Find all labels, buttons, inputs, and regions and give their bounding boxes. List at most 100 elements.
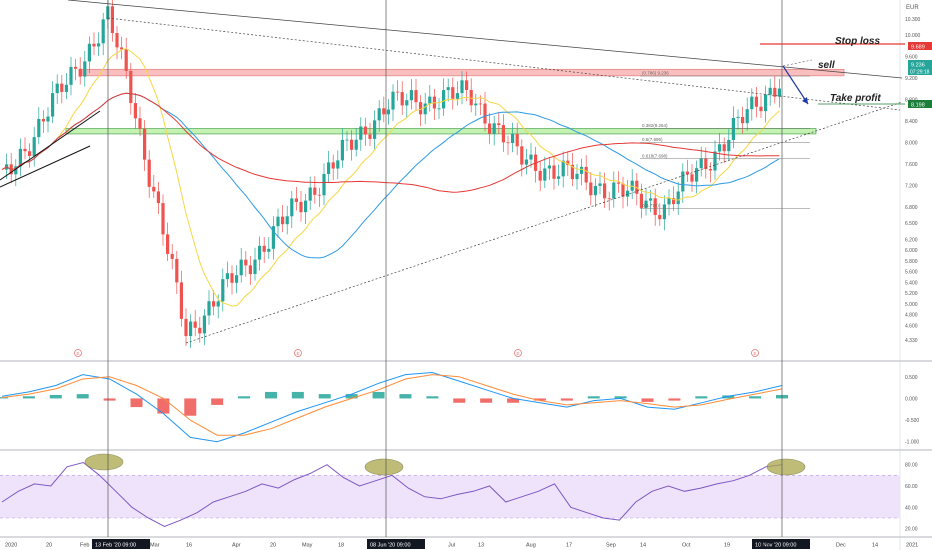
- candle-body: [750, 96, 754, 110]
- candle-body: [515, 133, 519, 147]
- candle-body: [382, 108, 386, 115]
- candle-body: [446, 87, 450, 91]
- time-tick-label: May: [302, 543, 313, 549]
- time-tick-label: Jul: [448, 543, 455, 549]
- candle-body: [474, 103, 478, 106]
- candle-body: [570, 164, 574, 180]
- time-tick-label: 16: [186, 543, 192, 549]
- macd-histogram-bar: [560, 398, 573, 401]
- candle-body: [345, 139, 349, 141]
- price-tick-label: 4.800: [905, 313, 918, 319]
- time-tick-label: 19: [724, 543, 730, 549]
- candle-body: [304, 200, 308, 213]
- candle-body: [699, 158, 703, 169]
- macd-pane[interactable]: [0, 371, 788, 443]
- candle-body: [363, 126, 367, 135]
- macd-histogram-bar: [507, 398, 520, 403]
- candle-body: [359, 126, 363, 140]
- candle-body: [428, 96, 432, 104]
- current-price-tag: [908, 60, 932, 68]
- price-axis[interactable]: EUR 10.30010.0009.6009.2008.8008.4008.00…: [905, 5, 921, 533]
- overbought-highlight: [766, 458, 806, 476]
- candle-body: [653, 198, 657, 215]
- time-tick-label: 2021: [906, 543, 918, 549]
- candle-body: [584, 166, 588, 183]
- candle-body: [497, 123, 501, 126]
- candle-body: [598, 183, 602, 186]
- signal-line: [1, 374, 783, 436]
- candle-body: [202, 315, 206, 334]
- candle-body: [589, 182, 593, 196]
- time-tick-label: Feb: [80, 543, 89, 549]
- candle-body: [649, 198, 653, 201]
- macd-histogram-bar: [372, 391, 385, 399]
- time-axis[interactable]: 13 Feb '20 09:00 08 Jun '20 09:00 10 Nov…: [5, 539, 918, 549]
- time-tick-label: Nov: [760, 543, 770, 549]
- candle-body: [184, 318, 188, 337]
- candle-body: [460, 80, 464, 94]
- candle-body: [340, 139, 344, 161]
- candle-body: [299, 201, 303, 213]
- candle-body: [253, 259, 257, 275]
- macd-histogram-bar: [749, 396, 762, 399]
- candle-body: [37, 118, 41, 138]
- time-tick-label: 14: [640, 543, 646, 549]
- candle-body: [152, 186, 156, 192]
- candle-body: [667, 198, 671, 205]
- candle-body: [543, 168, 547, 181]
- candle-body: [290, 198, 294, 217]
- candle-body: [414, 90, 418, 103]
- price-tick-label: 6.800: [905, 205, 918, 211]
- earnings-marker: [294, 349, 302, 357]
- macd-histogram-bar: [641, 398, 654, 402]
- macd-histogram-bar: [22, 396, 35, 399]
- candle-body: [612, 182, 616, 199]
- candle-body: [547, 165, 551, 169]
- time-tick-label: 13: [478, 543, 484, 549]
- rsi-tick-label: 60.00: [905, 484, 918, 490]
- time-tick-label: 18: [338, 543, 344, 549]
- macd-tick-label: -0.500: [905, 418, 919, 424]
- rsi-pane[interactable]: [0, 453, 900, 528]
- rsi-tick-label: 80.00: [905, 463, 918, 469]
- candle-body: [285, 216, 289, 225]
- price-tick-label: 5.400: [905, 280, 918, 286]
- annotation-overlay: (0.786) 9.236 0.382(8.264) 0.5(7.995) 0.618…: [0, 0, 905, 537]
- candle-body: [239, 259, 243, 276]
- earnings-marker-label: E: [77, 351, 80, 356]
- earnings-marker-label: E: [297, 351, 300, 356]
- candle-body: [294, 198, 298, 202]
- macd-histogram-bar: [211, 398, 224, 405]
- candle-body: [161, 203, 165, 235]
- candle-body: [451, 87, 455, 99]
- price-tick-label: 8.400: [905, 119, 918, 125]
- price-tick-label: 6.200: [905, 237, 918, 243]
- macd-histogram-bar: [399, 394, 412, 399]
- time-tick-label: 20: [46, 543, 52, 549]
- fib-level-label: (0.786) 9.236: [642, 71, 669, 76]
- candle-body: [368, 134, 372, 139]
- candle-body: [138, 118, 142, 129]
- ma-yellow-line: [1, 48, 780, 307]
- candle-body: [745, 109, 749, 124]
- price-tick-label: 5.000: [905, 302, 918, 308]
- candle-body: [147, 159, 151, 187]
- crosshair-date-1: 13 Feb '20 09:00: [95, 543, 136, 549]
- take-profit-label: Take profit: [830, 93, 881, 104]
- candle-body: [244, 259, 248, 266]
- fib-level-label: 0(6.774): [642, 203, 659, 208]
- macd-histogram-bar: [695, 396, 708, 399]
- candle-body: [377, 108, 381, 121]
- candle-body: [51, 93, 55, 117]
- candle-body: [32, 137, 36, 156]
- macd-histogram-bar: [238, 396, 251, 399]
- candle-body: [101, 19, 105, 44]
- candle-body: [658, 214, 662, 220]
- candle-body: [676, 191, 680, 205]
- candle-body: [276, 216, 280, 227]
- candle-body: [170, 253, 174, 259]
- sell-arrow-head: [802, 97, 808, 104]
- time-tick-label: Oct: [682, 543, 691, 549]
